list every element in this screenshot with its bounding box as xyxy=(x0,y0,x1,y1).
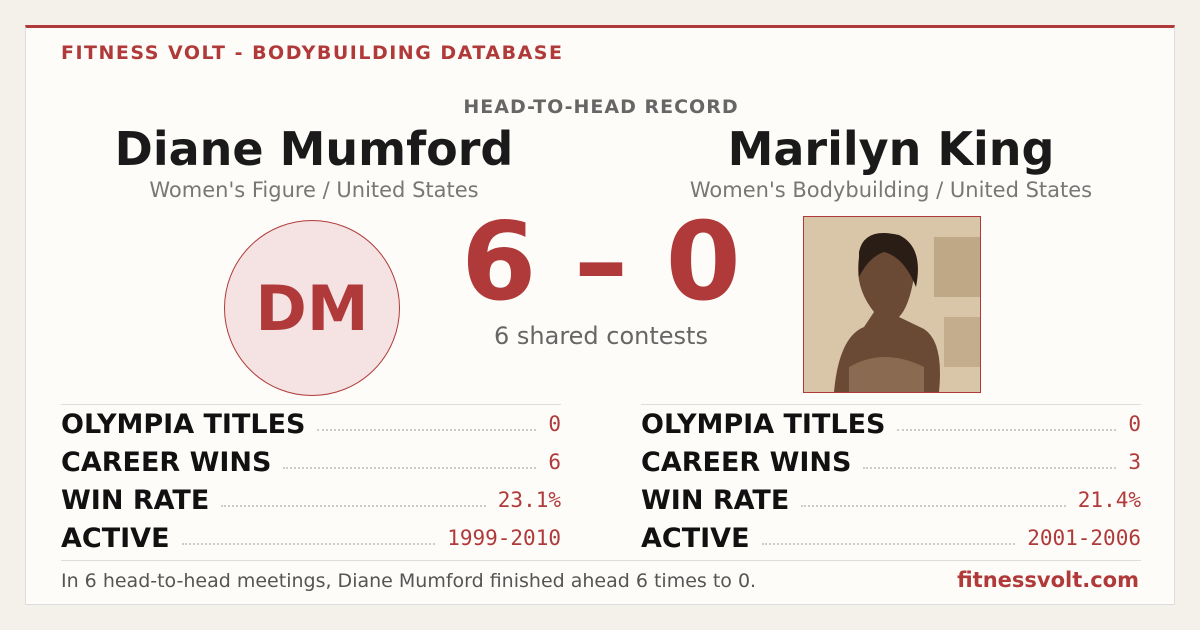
site-link[interactable]: fitnessvolt.com xyxy=(957,568,1139,592)
card: FITNESS VOLT - BODYBUILDING DATABASE HEA… xyxy=(25,25,1175,605)
left-name: Diane Mumford xyxy=(114,122,514,176)
stat-label: CAREER WINS xyxy=(641,446,852,478)
stat-row: OLYMPIA TITLES 0 xyxy=(641,405,1141,443)
stat-row: WIN RATE 23.1% xyxy=(61,481,561,519)
leader-dots xyxy=(317,429,537,431)
summary: In 6 head-to-head meetings, Diane Mumfor… xyxy=(61,570,757,592)
stat-value: 0 xyxy=(548,412,561,436)
score: 6 – 0 xyxy=(461,200,741,325)
leader-dots xyxy=(801,505,1066,507)
leader-dots xyxy=(897,429,1117,431)
stat-row: ACTIVE 1999-2010 xyxy=(61,519,561,557)
brand: FITNESS VOLT - BODYBUILDING DATABASE xyxy=(61,42,564,64)
stat-row: WIN RATE 21.4% xyxy=(641,481,1141,519)
leader-dots xyxy=(283,467,537,469)
stat-label: WIN RATE xyxy=(61,484,210,516)
leader-dots xyxy=(181,543,436,545)
right-stats: OLYMPIA TITLES 0 CAREER WINS 3 WIN RATE 21.4%… xyxy=(641,404,1141,557)
stat-row: OLYMPIA TITLES 0 xyxy=(61,405,561,443)
initials-avatar: DM xyxy=(224,220,400,396)
stat-label: CAREER WINS xyxy=(61,446,272,478)
stat-row: CAREER WINS 6 xyxy=(61,443,561,481)
leader-dots xyxy=(863,467,1117,469)
athlete-photo xyxy=(803,216,981,393)
stat-row: CAREER WINS 3 xyxy=(641,443,1141,481)
footer-rule xyxy=(61,560,1141,561)
right-name: Marilyn King xyxy=(727,122,1055,176)
stat-value: 3 xyxy=(1128,450,1141,474)
leader-dots xyxy=(221,505,486,507)
stat-row: ACTIVE 2001-2006 xyxy=(641,519,1141,557)
leader-dots xyxy=(761,543,1016,545)
left-division: Women's Figure / United States xyxy=(149,178,479,202)
stat-label: WIN RATE xyxy=(641,484,790,516)
section-title: HEAD-TO-HEAD RECORD xyxy=(463,96,739,118)
left-stats: OLYMPIA TITLES 0 CAREER WINS 6 WIN RATE 23.1%… xyxy=(61,404,561,557)
stat-label: OLYMPIA TITLES xyxy=(641,408,886,440)
stat-value: 23.1% xyxy=(497,488,561,512)
stat-value: 2001-2006 xyxy=(1027,526,1141,550)
stat-value: 21.4% xyxy=(1077,488,1141,512)
stat-label: ACTIVE xyxy=(641,522,750,554)
right-division: Women's Bodybuilding / United States xyxy=(689,178,1093,202)
stat-label: OLYMPIA TITLES xyxy=(61,408,306,440)
stat-value: 6 xyxy=(548,450,561,474)
stat-value: 0 xyxy=(1128,412,1141,436)
shared-contests: 6 shared contests xyxy=(494,322,708,350)
stat-value: 1999-2010 xyxy=(447,526,561,550)
stat-label: ACTIVE xyxy=(61,522,170,554)
